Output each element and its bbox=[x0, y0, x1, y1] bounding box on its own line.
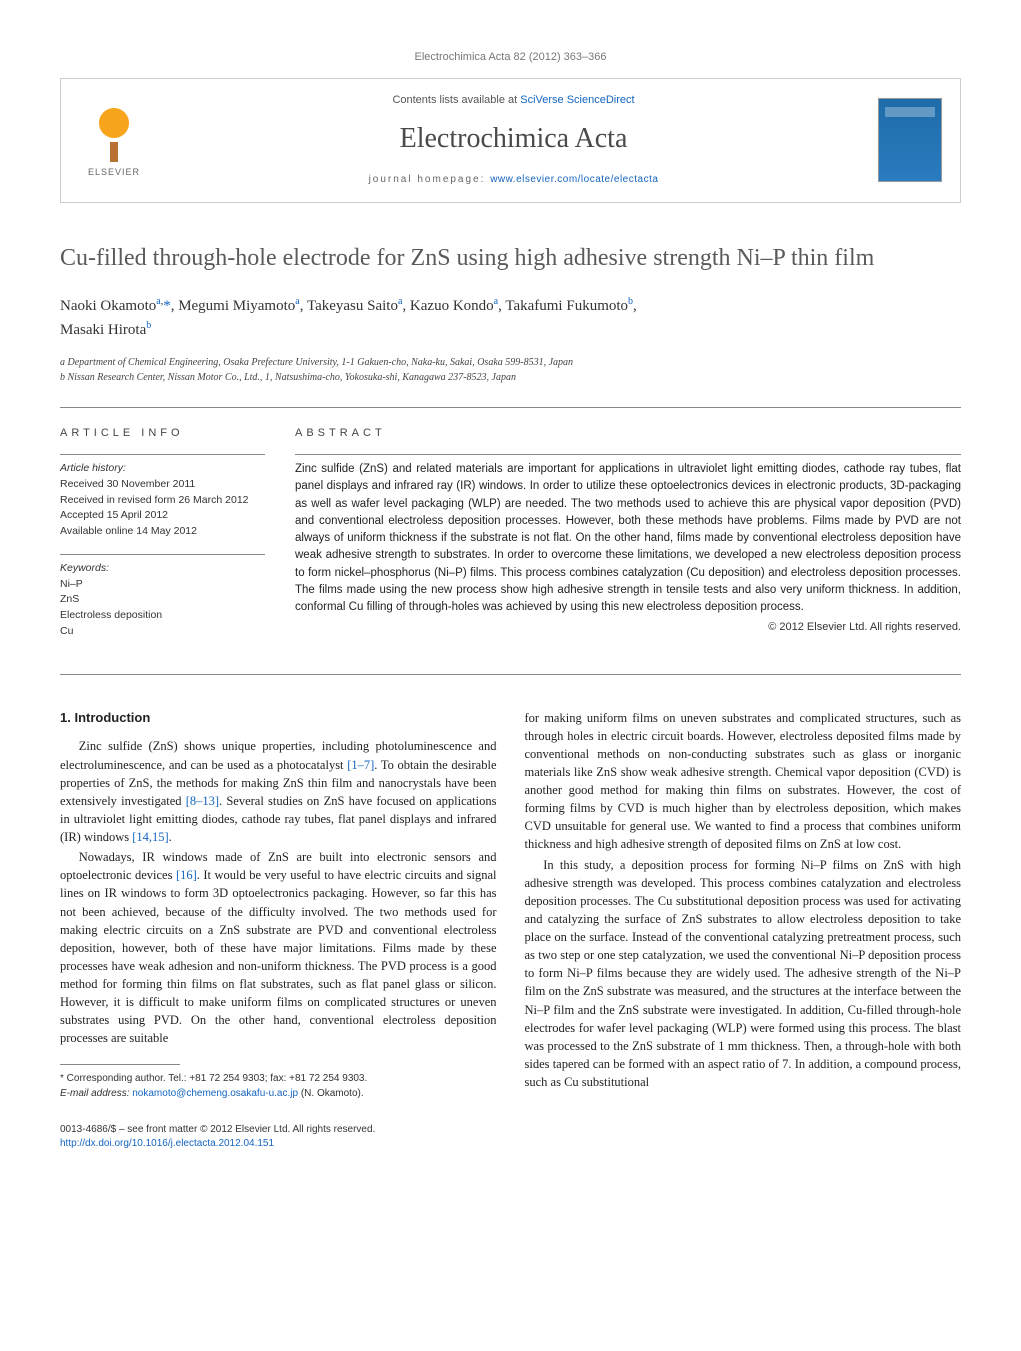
corr-author-contact: * Corresponding author. Tel.: +81 72 254… bbox=[60, 1071, 497, 1086]
affil-a-link[interactable]: a bbox=[398, 296, 402, 307]
divider bbox=[60, 674, 961, 675]
homepage-line: journal homepage: www.elsevier.com/locat… bbox=[149, 173, 878, 188]
article-body: 1. Introduction Zinc sulfide (ZnS) shows… bbox=[60, 709, 961, 1101]
homepage-prefix: journal homepage: bbox=[369, 174, 491, 185]
keyword: Cu bbox=[60, 624, 265, 640]
corresponding-author-footnote: * Corresponding author. Tel.: +81 72 254… bbox=[60, 1071, 497, 1101]
journal-reference: Electrochimica Acta 82 (2012) 363–366 bbox=[60, 50, 961, 66]
affiliation-b: b Nissan Research Center, Nissan Motor C… bbox=[60, 370, 961, 385]
publisher-logo: ELSEVIER bbox=[79, 102, 149, 179]
history-label: Article history: bbox=[60, 461, 265, 477]
footnote-separator bbox=[60, 1064, 180, 1065]
body-paragraph: Zinc sulfide (ZnS) shows unique properti… bbox=[60, 737, 497, 846]
received-date: Received 30 November 2011 bbox=[60, 477, 265, 493]
keywords-block: Keywords: Ni–P ZnS Electroless depositio… bbox=[60, 554, 265, 640]
affil-a-link[interactable]: a bbox=[156, 296, 160, 307]
affiliations: a Department of Chemical Engineering, Os… bbox=[60, 355, 961, 385]
citation-link[interactable]: [14,15] bbox=[132, 830, 168, 844]
abstract-label: abstract bbox=[295, 426, 961, 442]
affil-b-link[interactable]: b bbox=[146, 320, 151, 331]
author-list: Naoki Okamotoa,*, Megumi Miyamotoa, Take… bbox=[60, 294, 961, 341]
corr-author-email-link[interactable]: nokamoto@chemeng.osakafu-u.ac.jp bbox=[132, 1088, 298, 1099]
sciencedirect-link[interactable]: SciVerse ScienceDirect bbox=[520, 94, 634, 106]
abstract-text: Zinc sulfide (ZnS) and related materials… bbox=[295, 454, 961, 616]
article-info-label: article info bbox=[60, 426, 265, 442]
keyword: Ni–P bbox=[60, 577, 265, 593]
citation-link[interactable]: [8–13] bbox=[186, 794, 219, 808]
abstract-copyright: © 2012 Elsevier Ltd. All rights reserved… bbox=[295, 620, 961, 636]
journal-title: Electrochimica Acta bbox=[149, 119, 878, 160]
body-paragraph: Nowadays, IR windows made of ZnS are bui… bbox=[60, 848, 497, 1047]
keyword: ZnS bbox=[60, 592, 265, 608]
citation-link[interactable]: [1–7] bbox=[347, 758, 374, 772]
elsevier-tree-icon bbox=[84, 102, 144, 162]
body-paragraph: In this study, a deposition process for … bbox=[525, 856, 962, 1092]
citation-link[interactable]: [16] bbox=[176, 868, 197, 882]
online-date: Available online 14 May 2012 bbox=[60, 524, 265, 540]
accepted-date: Accepted 15 April 2012 bbox=[60, 508, 265, 524]
page-footer: 0013-4686/$ – see front matter © 2012 El… bbox=[60, 1123, 961, 1152]
affil-a-link[interactable]: a bbox=[494, 296, 498, 307]
journal-header: ELSEVIER Contents lists available at Sci… bbox=[60, 78, 961, 203]
keyword: Electroless deposition bbox=[60, 608, 265, 624]
revised-date: Received in revised form 26 March 2012 bbox=[60, 493, 265, 509]
section-heading-introduction: 1. Introduction bbox=[60, 709, 497, 728]
keywords-label: Keywords: bbox=[60, 561, 265, 577]
affiliation-a: a Department of Chemical Engineering, Os… bbox=[60, 355, 961, 370]
abstract-column: abstract Zinc sulfide (ZnS) and related … bbox=[295, 412, 961, 653]
contents-available-line: Contents lists available at SciVerse Sci… bbox=[149, 93, 878, 109]
contents-prefix: Contents lists available at bbox=[392, 94, 520, 106]
publisher-name: ELSEVIER bbox=[79, 166, 149, 179]
article-title: Cu-filled through-hole electrode for ZnS… bbox=[60, 243, 961, 274]
article-history-block: Article history: Received 30 November 20… bbox=[60, 454, 265, 540]
affil-b-link[interactable]: b bbox=[628, 296, 633, 307]
email-label: E-mail address: bbox=[60, 1088, 132, 1099]
affil-a-link[interactable]: a bbox=[295, 296, 299, 307]
email-suffix: (N. Okamoto). bbox=[298, 1088, 364, 1099]
body-paragraph: for making uniform films on uneven subst… bbox=[525, 709, 962, 854]
journal-cover-thumbnail bbox=[878, 98, 942, 182]
doi-link[interactable]: http://dx.doi.org/10.1016/j.electacta.20… bbox=[60, 1138, 274, 1149]
issn-line: 0013-4686/$ – see front matter © 2012 El… bbox=[60, 1123, 375, 1138]
article-info-column: article info Article history: Received 3… bbox=[60, 412, 265, 653]
journal-homepage-link[interactable]: www.elsevier.com/locate/electacta bbox=[490, 174, 658, 185]
corresponding-author-link[interactable]: * bbox=[163, 298, 171, 314]
